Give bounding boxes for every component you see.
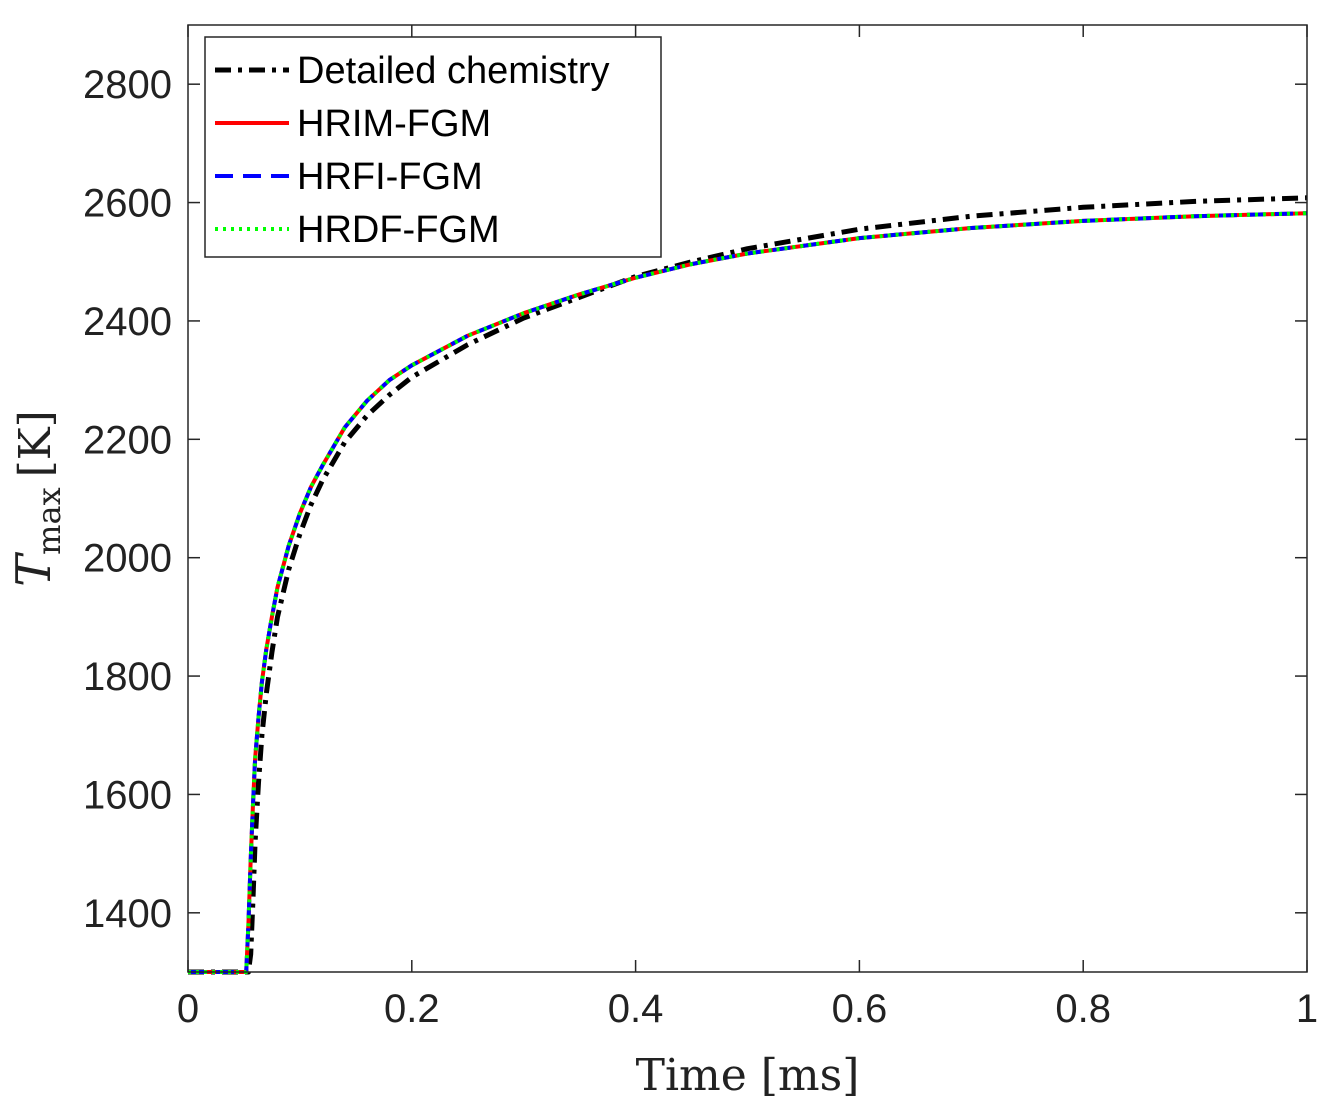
y-tick-label: 1600 [83, 773, 172, 817]
y-tick-label: 1800 [83, 655, 172, 699]
y-axis-unit: [K] [10, 410, 61, 477]
x-tick-label: 0.2 [384, 987, 440, 1031]
x-tick-label: 0.6 [832, 987, 888, 1031]
legend-items: Detailed chemistry HRIM-FGM HRFI-FGM HRDF-F… [215, 50, 610, 251]
tick-labels: 0 0.2 0.4 0.6 0.8 1 1400 1600 1800 2000 2200 2400 26… [83, 63, 1318, 1031]
plot-frame [187, 24, 1308, 973]
y-tick-label: 2200 [83, 418, 172, 462]
x-tick-label: 0 [177, 987, 199, 1031]
legend-entry-1: Detailed chemistry [215, 50, 610, 92]
legend-box [204, 36, 662, 258]
legend-entry-4: HRDF-FGM [215, 209, 500, 251]
series-line-3 [188, 211, 1308, 974]
x-tick-label: 0.4 [608, 987, 664, 1031]
y-tick-label: 2600 [83, 182, 172, 226]
y-axis-subscript: max [30, 487, 68, 554]
y-tick-label: 2800 [83, 63, 172, 107]
series-layer [188, 195, 1308, 975]
y-tick-label: 1400 [83, 892, 172, 936]
y-axis-label: Tmax [K] [6, 410, 68, 587]
legend-label: HRIM-FGM [297, 103, 491, 145]
y-axis-symbol: T [6, 552, 62, 587]
x-axis-label: Time [ms] [636, 1050, 860, 1101]
legend-entry-3: HRFI-FGM [215, 156, 483, 198]
legend-label: Detailed chemistry [297, 50, 610, 92]
x-tick-label: 0.8 [1055, 987, 1111, 1031]
y-tick-label: 2000 [83, 537, 172, 581]
series-line-1 [188, 195, 1308, 975]
legend-entry-2: HRIM-FGM [215, 103, 491, 145]
x-tick-label: 1 [1296, 987, 1318, 1031]
legend: Detailed chemistry HRIM-FGM HRFI-FGM HRDF-F… [204, 36, 662, 258]
ticks-layer [187, 25, 1308, 972]
legend-label: HRFI-FGM [297, 156, 483, 198]
legend-label: HRDF-FGM [297, 209, 500, 251]
y-tick-label: 2400 [83, 300, 172, 344]
